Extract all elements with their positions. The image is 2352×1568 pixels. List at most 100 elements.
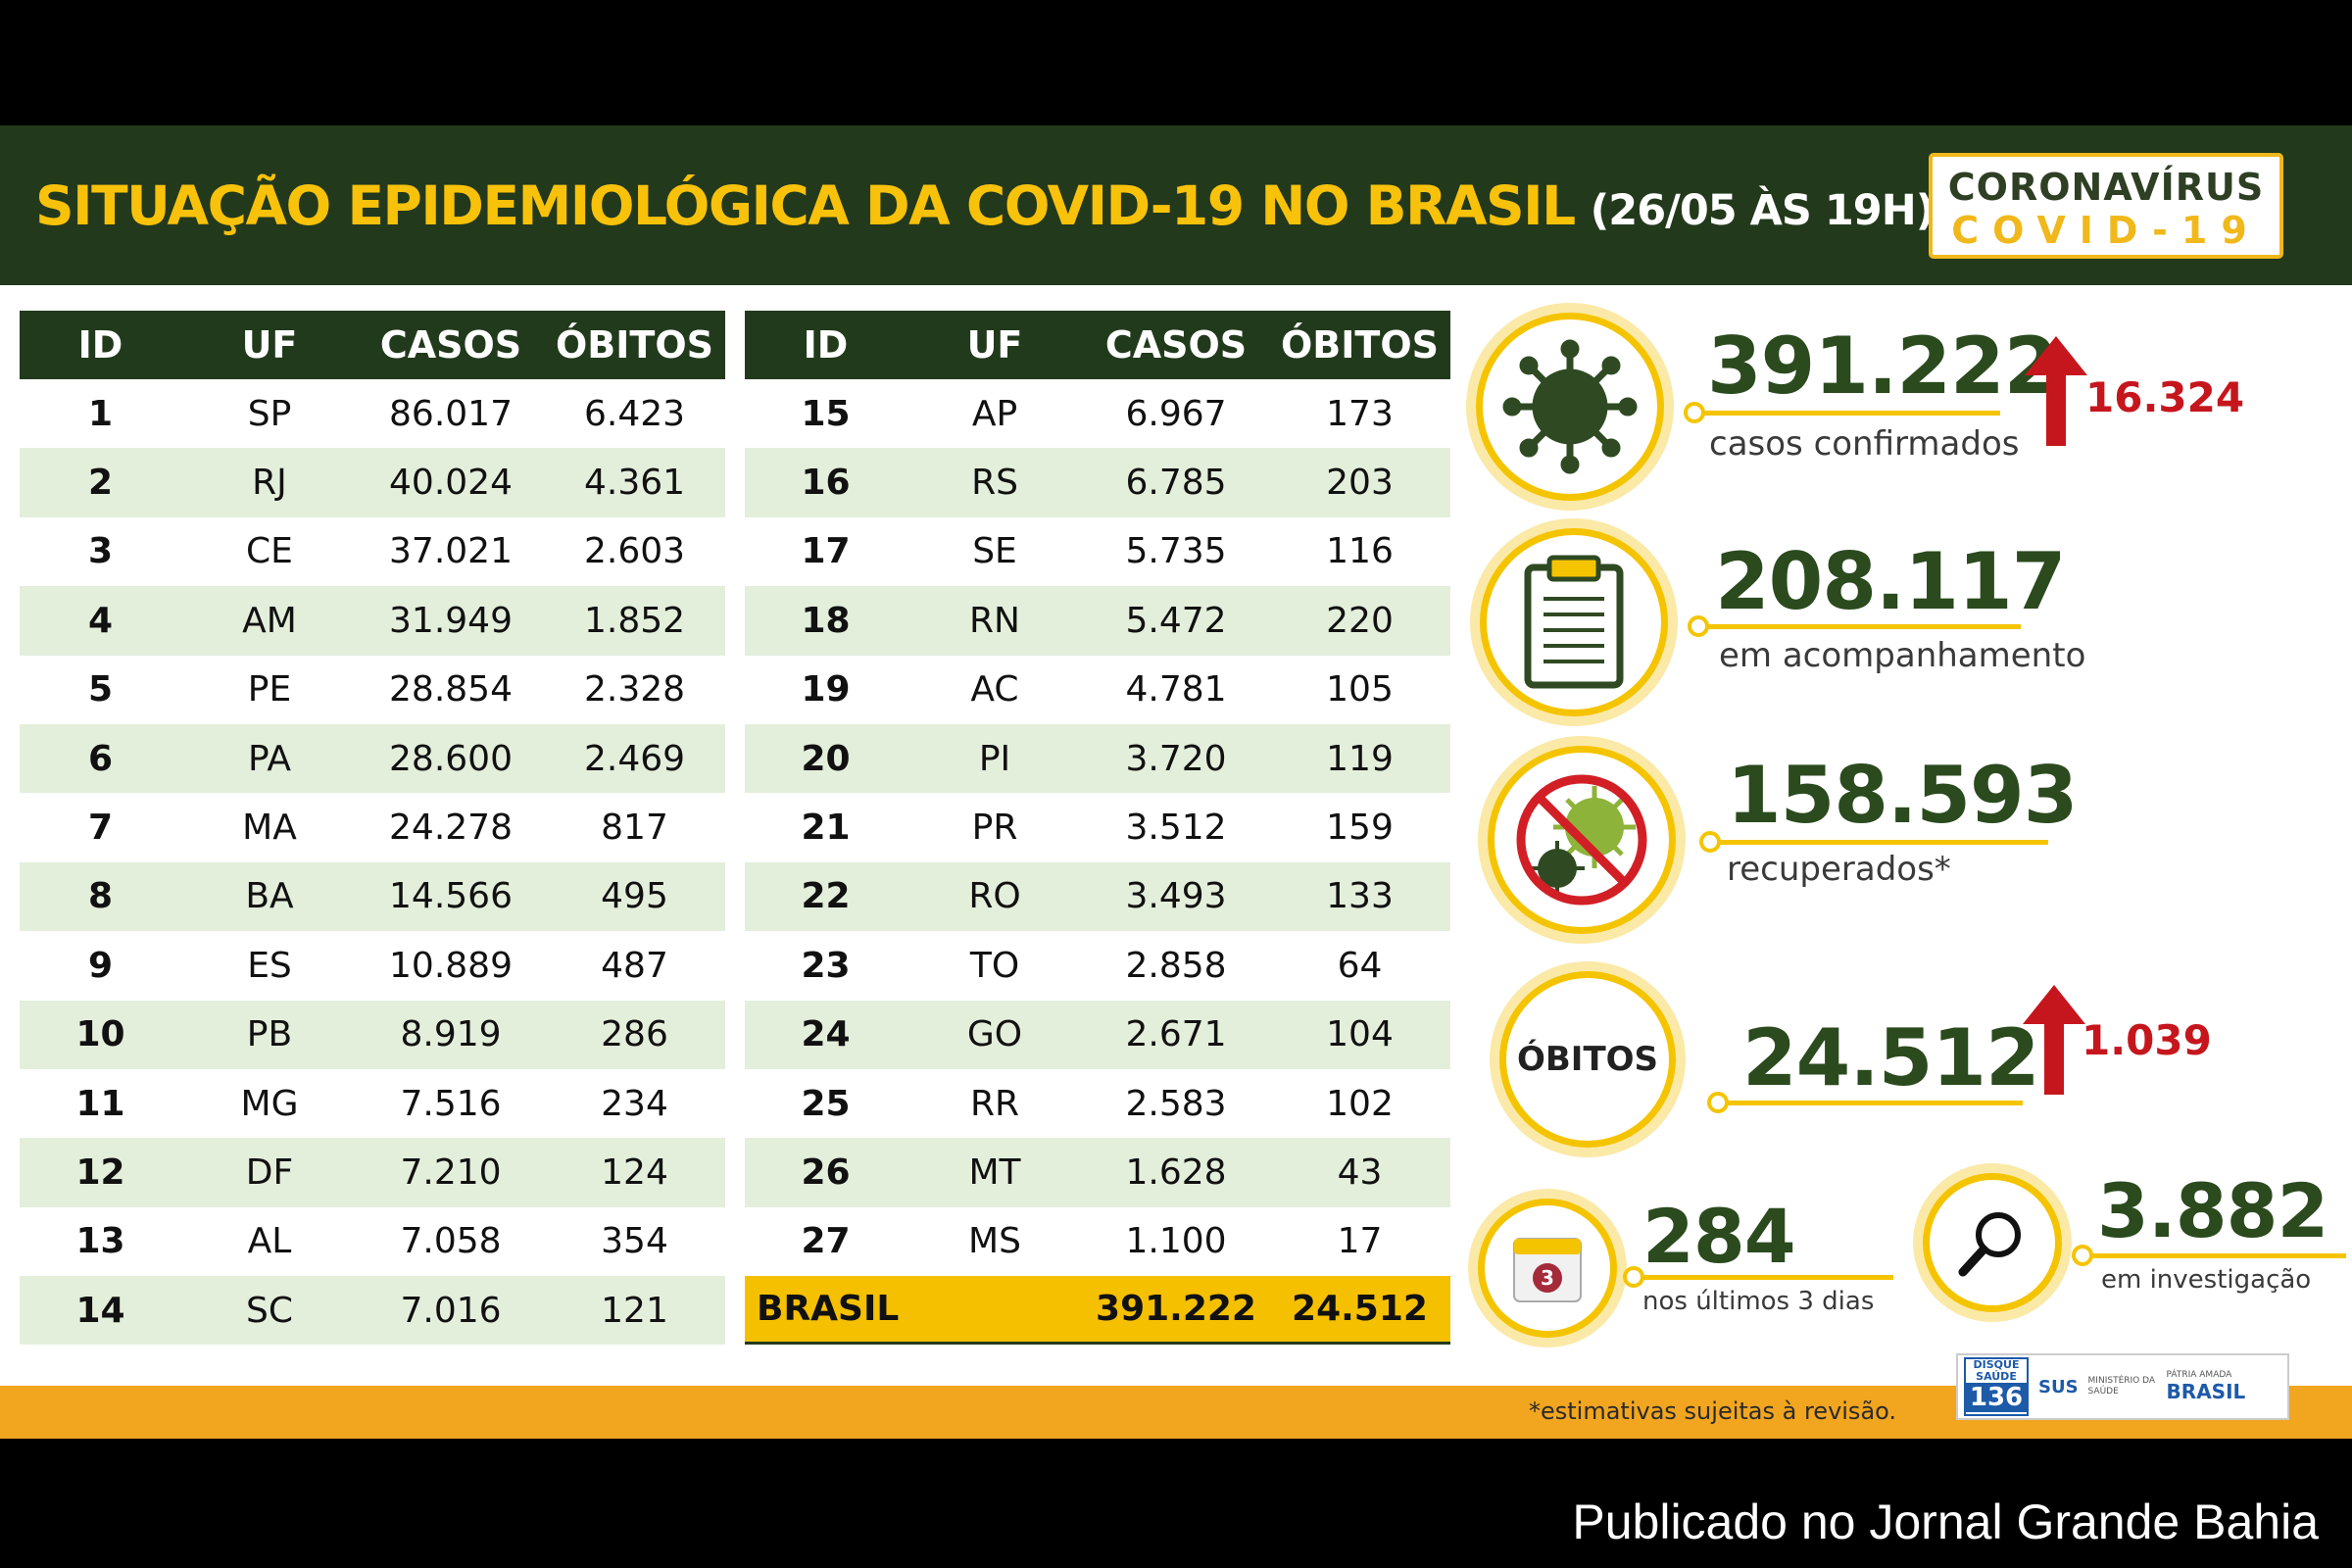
cell-id: 15 — [801, 393, 851, 434]
cell-id: 6 — [87, 738, 114, 779]
header-id: ID — [77, 323, 123, 367]
title-date: (26/05 ÀS 19H) — [1590, 186, 1936, 235]
table-row: 3 CE 37.021 2.603 — [20, 517, 725, 586]
total-obitos: 24.512 — [1292, 1289, 1428, 1330]
disque-top: DISQUE — [1973, 1358, 2020, 1371]
publisher-credit: Publicado no Jornal Grande Bahia — [1572, 1494, 2319, 1549]
cell-obitos: 817 — [601, 808, 668, 849]
table-row: 21 PR 3.512 159 — [745, 793, 1450, 861]
cell-id: 1 — [87, 393, 114, 434]
no-virus-icon — [1516, 774, 1647, 906]
cell-uf: AP — [971, 393, 1018, 434]
cell-obitos: 43 — [1337, 1152, 1383, 1193]
ministerio-logo: MINISTÉRIO DA SAÚDE — [2087, 1376, 2156, 1396]
table-body: 15 AP 6.967 173 16 RS 6.785 203 17 SE 5.735 116 18 RN… — [745, 379, 1450, 1276]
total-row: BRASIL 391.222 24.512 — [745, 1276, 1450, 1346]
cell-obitos: 286 — [601, 1014, 668, 1055]
confirmed-line — [1691, 411, 2000, 416]
deaths-delta: 1.039 — [2082, 1016, 2212, 1064]
table-body: 1 SP 86.017 6.423 2 RJ 40.024 4.361 3 CE 37.021 2.6… — [20, 379, 725, 1346]
cell-uf: MS — [968, 1221, 1021, 1262]
cell-casos: 86.017 — [389, 393, 513, 434]
header-casos: CASOS — [1104, 323, 1248, 367]
table-row: 16 RS 6.785 203 — [745, 448, 1450, 517]
cell-obitos: 2.603 — [583, 531, 686, 572]
cell-casos: 7.058 — [400, 1221, 502, 1262]
table-row: 11 MG 7.516 234 — [20, 1069, 725, 1138]
cell-uf: PR — [971, 808, 1018, 849]
cell-uf: CE — [246, 531, 293, 572]
cell-obitos: 6.423 — [583, 393, 686, 434]
cell-casos: 2.858 — [1125, 945, 1227, 986]
recovered-value: 158.593 — [1727, 750, 2078, 841]
cell-casos: 5.735 — [1125, 531, 1227, 572]
cell-id: 25 — [801, 1083, 851, 1124]
cell-obitos: 124 — [601, 1152, 668, 1193]
cell-id: 5 — [87, 669, 114, 710]
investigation-line — [2082, 1253, 2346, 1258]
investigation-label: em investigação — [2101, 1265, 2312, 1295]
title-main: SITUAÇÃO EPIDEMIOLÓGICA DA COVID-19 NO B… — [35, 174, 1576, 237]
table-row: 4 AM 31.949 1.852 — [20, 586, 725, 656]
investigation-value: 3.882 — [2097, 1167, 2328, 1254]
table-row: 2 RJ 40.024 4.361 — [20, 448, 725, 517]
cell-uf: AM — [242, 600, 297, 641]
cell-obitos: 121 — [601, 1290, 668, 1331]
recovered-circle — [1488, 746, 1676, 934]
cell-id: 7 — [87, 808, 114, 849]
table-header: ID UF CASOS ÓBITOS — [20, 311, 725, 379]
cell-uf: SP — [247, 393, 292, 434]
cell-id: 22 — [801, 876, 851, 917]
cell-casos: 40.024 — [389, 463, 513, 504]
table-row: 12 DF 7.210 124 — [20, 1138, 725, 1207]
table-row: 7 MA 24.278 817 — [20, 793, 725, 861]
cell-obitos: 1.852 — [583, 600, 686, 641]
cell-id: 26 — [801, 1152, 851, 1193]
cell-id: 12 — [75, 1152, 125, 1193]
cell-obitos: 354 — [601, 1221, 668, 1262]
header-casos: CASOS — [379, 323, 522, 367]
cell-id: 17 — [801, 531, 851, 572]
cell-id: 11 — [75, 1083, 125, 1124]
cell-obitos: 116 — [1326, 531, 1394, 572]
cell-obitos: 220 — [1326, 600, 1394, 641]
table-row: 19 AC 4.781 105 — [745, 656, 1450, 724]
cell-uf: GO — [966, 1014, 1023, 1055]
header-id: ID — [803, 323, 849, 367]
deaths-line — [1717, 1101, 2023, 1105]
table-row: 8 BA 14.566 495 — [20, 861, 725, 932]
investigation-circle — [1923, 1173, 2062, 1312]
table-row: 15 AP 6.967 173 — [745, 379, 1450, 448]
cell-uf: RN — [969, 600, 1020, 641]
cell-obitos: 4.361 — [583, 463, 686, 504]
cell-uf: DF — [245, 1152, 294, 1193]
cell-uf: PB — [246, 1014, 293, 1055]
cell-casos: 7.210 — [400, 1152, 502, 1193]
confirmed-label: casos confirmados — [1709, 424, 2020, 464]
last3days-dot — [1623, 1266, 1644, 1288]
cell-uf: PE — [247, 669, 292, 710]
table-row: 26 MT 1.628 43 — [745, 1138, 1450, 1207]
cell-obitos: 159 — [1326, 808, 1394, 849]
cell-id: 27 — [801, 1221, 851, 1262]
cell-casos: 7.516 — [400, 1083, 502, 1124]
cell-uf: PA — [247, 738, 292, 779]
table-row: 5 PE 28.854 2.328 — [20, 656, 725, 724]
recovered-label: recuperados* — [1727, 850, 1951, 889]
cell-id: 4 — [87, 600, 114, 641]
cell-casos: 37.021 — [389, 531, 513, 572]
cell-obitos: 104 — [1326, 1014, 1394, 1055]
table-row: 24 GO 2.671 104 — [745, 1000, 1450, 1069]
cell-id: 2 — [87, 463, 114, 504]
disque-number: 136 — [1966, 1383, 2027, 1412]
virus-icon — [1502, 339, 1638, 474]
table-header: ID UF CASOS ÓBITOS — [745, 311, 1450, 379]
cell-id: 13 — [75, 1221, 125, 1262]
cell-casos: 3.512 — [1125, 808, 1227, 849]
cell-id: 20 — [801, 738, 851, 779]
content-panel: ID UF CASOS ÓBITOS 1 SP 86.017 6.423 2 RJ 40.0… — [0, 285, 2352, 1389]
cell-casos: 6.967 — [1125, 393, 1227, 434]
cell-uf: ES — [247, 945, 292, 986]
cell-casos: 2.583 — [1125, 1083, 1227, 1124]
page-title: SITUAÇÃO EPIDEMIOLÓGICA DA COVID-19 NO B… — [35, 174, 1936, 243]
